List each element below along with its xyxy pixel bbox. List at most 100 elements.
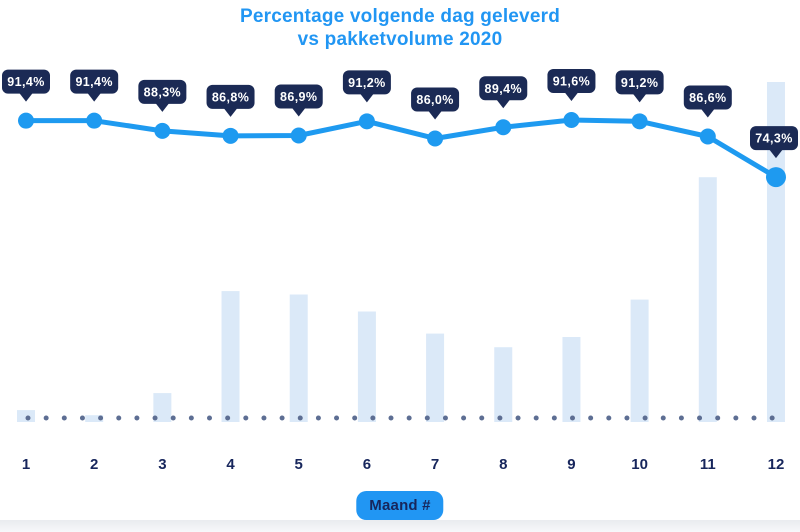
baseline-dot — [98, 415, 104, 421]
volume-bar — [289, 294, 308, 422]
baseline-dot — [642, 415, 648, 421]
baseline-dot — [279, 415, 285, 421]
data-point-marker — [699, 128, 716, 145]
x-tick-label: 5 — [295, 456, 303, 473]
baseline-dot — [515, 415, 521, 421]
value-tooltip-label: 91,4% — [75, 75, 112, 89]
value-tooltip-label: 91,2% — [621, 76, 658, 90]
baseline-dot — [769, 415, 775, 421]
volume-bar — [221, 291, 240, 422]
baseline-dot — [61, 415, 67, 421]
volume-bar — [494, 347, 513, 422]
value-tooltip-pointer — [155, 102, 170, 112]
value-tooltip-label: 91,4% — [7, 75, 44, 89]
baseline-dot — [352, 415, 358, 421]
data-point-marker — [18, 112, 34, 129]
x-tick-label: 11 — [700, 456, 716, 473]
value-tooltip-pointer — [19, 92, 33, 102]
value-tooltip-pointer — [291, 107, 306, 117]
value-tooltip-pointer — [223, 107, 238, 117]
value-tooltip-pointer — [768, 149, 783, 159]
data-point-marker — [631, 113, 648, 130]
value-tooltip-pointer — [359, 93, 374, 103]
value-tooltip — [206, 84, 255, 109]
value-tooltip-pointer — [87, 92, 102, 102]
data-point-marker — [427, 130, 444, 147]
value-tooltip-label: 86,9% — [280, 90, 317, 104]
baseline-dot — [624, 415, 630, 421]
value-tooltip — [683, 85, 732, 110]
baseline-dot — [551, 415, 557, 421]
value-tooltip — [547, 69, 596, 93]
x-tick-label: 2 — [90, 456, 98, 473]
value-tooltip-pointer — [428, 110, 443, 120]
baseline-dot — [152, 415, 158, 421]
value-tooltip — [615, 70, 664, 95]
baseline-dot — [188, 415, 194, 421]
x-axis-label-badge: Maand # — [356, 491, 444, 520]
baseline-dot — [116, 415, 122, 421]
baseline-dot — [715, 415, 721, 421]
value-tooltip — [342, 70, 391, 95]
baseline-dot — [479, 415, 485, 421]
volume-bar — [630, 299, 649, 422]
value-tooltip — [70, 69, 119, 94]
bottom-section-edge — [0, 520, 800, 532]
volume-bar — [17, 410, 35, 422]
chart-title-line2: vs pakketvolume 2020 — [297, 29, 503, 50]
volume-bar — [698, 177, 717, 422]
value-tooltip — [138, 79, 187, 104]
baseline-dot — [678, 415, 684, 421]
data-point-marker — [86, 112, 103, 129]
value-tooltip-label: 86,8% — [212, 90, 249, 104]
baseline-dot — [497, 415, 503, 421]
baseline-dot — [25, 415, 31, 421]
volume-bar — [562, 337, 581, 422]
value-tooltip-pointer — [632, 93, 647, 103]
baseline-dot — [424, 415, 430, 421]
data-point-marker — [222, 127, 239, 144]
baseline-dot — [660, 415, 666, 421]
baseline-dot — [442, 415, 448, 421]
baseline-dot — [406, 415, 412, 421]
baseline-dot — [134, 415, 140, 421]
value-tooltip-pointer — [496, 99, 511, 109]
baseline-dot — [370, 415, 376, 421]
x-tick-label: 12 — [768, 456, 785, 473]
baseline-dot — [733, 415, 739, 421]
baseline-dot — [297, 415, 303, 421]
baseline-dot — [315, 415, 321, 421]
x-tick-label: 8 — [499, 456, 507, 473]
value-tooltip-label: 74,3% — [755, 132, 792, 146]
value-tooltip-label: 86,0% — [416, 93, 453, 107]
x-tick-label: 9 — [567, 456, 575, 473]
data-point-marker — [358, 113, 375, 130]
baseline-dot — [461, 415, 467, 421]
value-tooltip — [750, 126, 798, 151]
baseline-dot — [606, 415, 612, 421]
value-tooltip — [274, 84, 323, 109]
baseline-dot — [751, 415, 757, 421]
chart-title: Percentage volgende dag geleverd vs pakk… — [0, 5, 800, 51]
baseline-dot — [43, 415, 49, 421]
x-tick-label: 6 — [363, 456, 371, 473]
x-tick-label: 7 — [431, 456, 439, 473]
value-tooltip-pointer — [700, 108, 715, 118]
baseline-dot — [570, 415, 575, 421]
baseline-dot — [533, 415, 539, 421]
baseline-dot — [261, 415, 267, 421]
baseline-dot — [334, 415, 340, 421]
data-point-marker — [290, 127, 307, 144]
value-tooltip-label: 91,2% — [348, 76, 385, 90]
baseline-dot — [588, 415, 594, 421]
data-point-marker — [765, 167, 786, 188]
baseline-dot — [79, 415, 85, 421]
baseline-dot — [243, 415, 249, 421]
baseline-dot — [170, 415, 176, 421]
trend-line — [23, 117, 779, 180]
volume-bar — [85, 415, 104, 422]
data-point-marker — [495, 119, 512, 136]
value-tooltip — [479, 76, 528, 101]
value-tooltip-label: 88,3% — [144, 85, 181, 99]
